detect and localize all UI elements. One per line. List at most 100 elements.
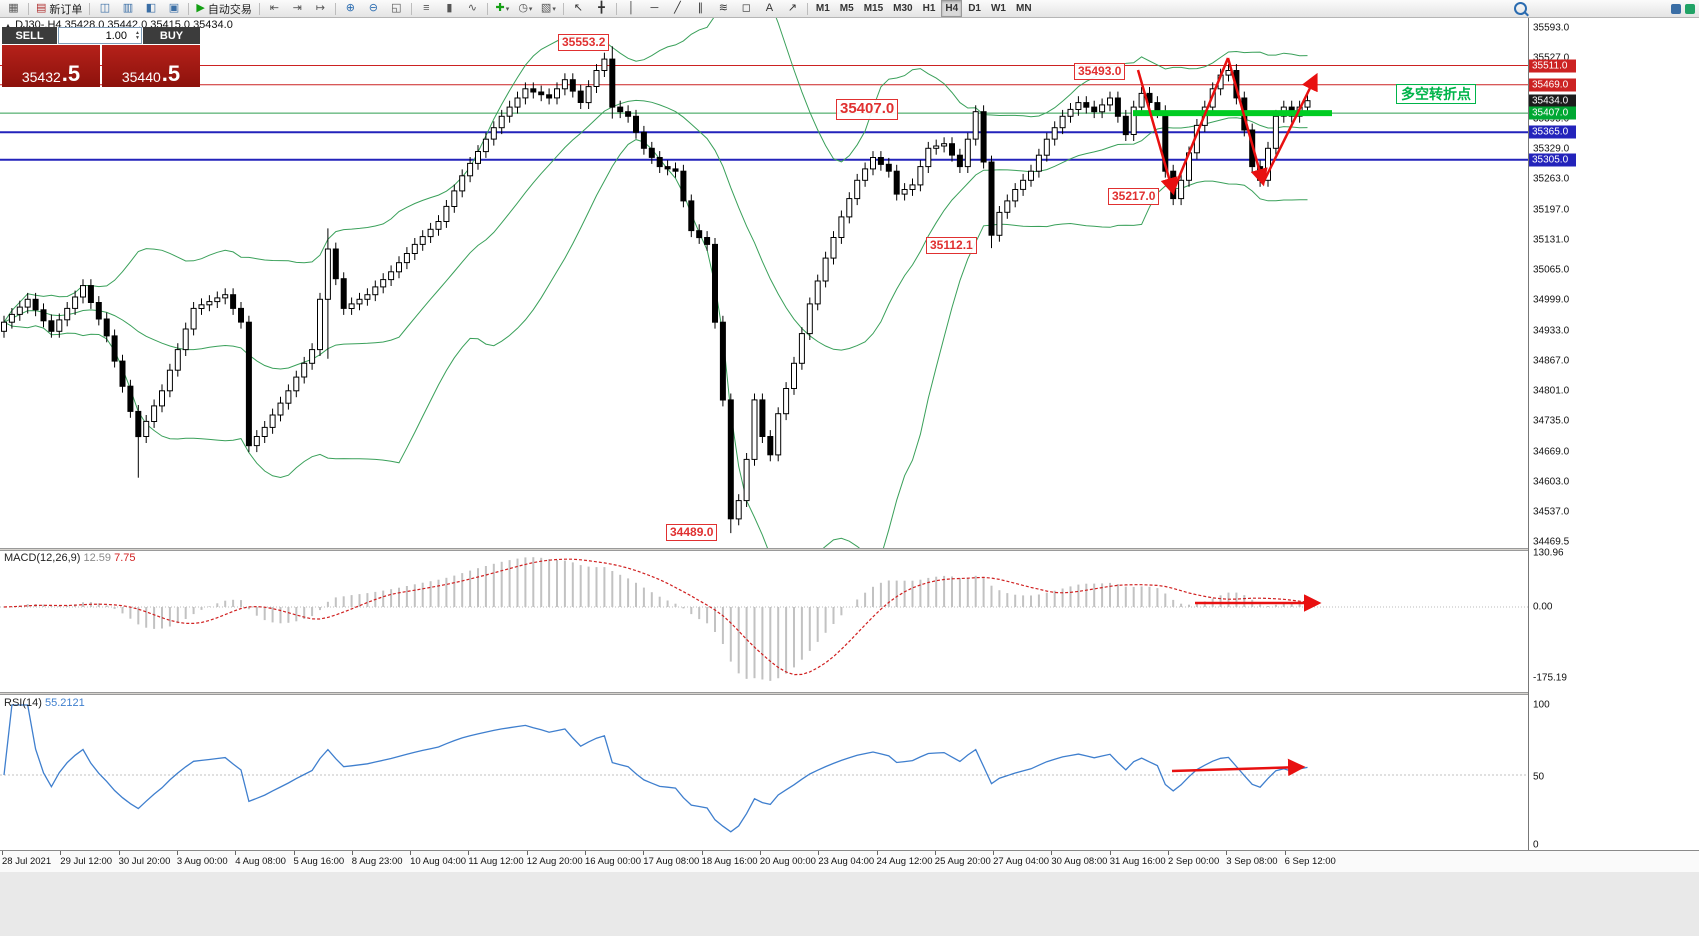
timeframe-button-h1[interactable]: H1 [922, 3, 936, 14]
scroll-to-end-icon: ↦ [315, 2, 325, 14]
macd-indicator-canvas[interactable] [0, 551, 1528, 692]
fibonacci-icon[interactable]: ≋ [713, 0, 734, 17]
fibonacci-icon: ≋ [718, 2, 728, 14]
timeframe-button-m30[interactable]: M30 [893, 3, 913, 14]
rsi-indicator-canvas[interactable] [0, 695, 1528, 850]
chart-shift-icon: ⇤ [269, 2, 279, 14]
horizontal-line-icon[interactable]: ─ [644, 0, 665, 17]
auto-scroll-icon[interactable]: ⇥ [287, 0, 308, 17]
timeframe-button-h4[interactable]: H4 [941, 0, 963, 17]
time-axis-label: 18 Aug 16:00 [701, 856, 758, 867]
sell-price-button[interactable]: 35432 .5 [2, 45, 100, 87]
time-axis[interactable]: 28 Jul 2021 29 Jul 12:00 30 Jul 20:00 3 Aug… [0, 850, 1699, 872]
tile-windows-icon[interactable]: ◱ [386, 0, 407, 17]
toolbar-right-cluster [1514, 2, 1699, 15]
trendline-icon[interactable]: ╱ [667, 0, 688, 17]
price-axis-label: 35065.0 [1533, 264, 1570, 276]
sell-price-main: 35432 [21, 69, 61, 85]
templates-icon: ▧ [540, 2, 552, 14]
quick-search-icon[interactable] [1514, 2, 1527, 15]
vertical-line-icon[interactable]: │ [621, 0, 642, 17]
zoom-out-icon: ⊖ [368, 2, 378, 14]
timeframe-button-m5[interactable]: M5 [839, 3, 854, 14]
data-window-icon[interactable]: ▥ [117, 0, 138, 17]
text-label-icon: A [765, 2, 774, 14]
time-axis-label: 29 Jul 12:00 [60, 856, 113, 867]
time-axis-label: 12 Aug 20:00 [526, 856, 583, 867]
volume-spinner[interactable]: ▲ ▼ [135, 29, 140, 41]
toolbar-separator [258, 2, 260, 15]
price-axis[interactable]: 35593.035527.035461.035395.035329.035263… [1528, 17, 1699, 851]
navigator-icon[interactable]: ◧ [140, 0, 161, 17]
market-watch-icon[interactable]: ◫ [94, 0, 115, 17]
volume-value[interactable]: 1.00 [105, 29, 127, 42]
line-chart-icon[interactable]: ∿ [462, 0, 483, 17]
rsi-scale-label: 50 [1533, 771, 1545, 783]
text-label-icon[interactable]: A [759, 0, 780, 17]
time-axis-label: 30 Aug 08:00 [1051, 856, 1108, 867]
candlestick-chart-icon[interactable]: ▮ [439, 0, 460, 17]
zoom-in-icon[interactable]: ⊕ [340, 0, 361, 17]
price-chart-canvas[interactable] [0, 17, 1528, 548]
chart-shift-icon[interactable]: ⇤ [264, 0, 285, 17]
templates-icon[interactable]: ▧ ▾ [538, 0, 559, 17]
time-axis-tick [585, 851, 586, 855]
time-axis-label: 5 Aug 16:00 [293, 856, 345, 867]
price-line-axis-label: 35434.0 [1529, 94, 1576, 108]
panel-separator[interactable] [0, 548, 1699, 551]
time-axis-label: 24 Aug 12:00 [876, 856, 933, 867]
rsi-value: 55.2121 [44, 697, 85, 709]
add-indicator-icon[interactable]: ✚ ▾ [492, 0, 513, 17]
periods-icon[interactable]: ◷ ▾ [515, 0, 536, 17]
macd-scale-label: 0.00 [1533, 601, 1553, 613]
price-line-axis-label: 35305.0 [1529, 153, 1576, 167]
price-axis-label: 34537.0 [1533, 506, 1570, 518]
zoom-out-icon[interactable]: ⊖ [363, 0, 384, 17]
macd-signal-value: 7.75 [114, 552, 136, 564]
panel-separator[interactable] [0, 692, 1699, 695]
timeframe-button-w1[interactable]: W1 [990, 3, 1006, 14]
time-axis-label: 3 Aug 00:00 [176, 856, 228, 867]
time-axis-tick [176, 851, 178, 855]
rsi-scale-label: 0 [1533, 839, 1539, 851]
arrow-tools-icon[interactable]: ↗ [782, 0, 803, 17]
horizontal-line-icon: ─ [650, 2, 659, 14]
equidistant-channel-icon[interactable]: ∥ [690, 0, 711, 17]
timeframe-button-d1[interactable]: D1 [968, 3, 981, 14]
toolbar-separator [28, 2, 29, 15]
time-axis-label: 10 Aug 04:00 [410, 856, 467, 867]
templates-icon-caret: ▾ [552, 5, 556, 13]
macd-name: MACD(12,26,9) [4, 552, 81, 564]
auto-trading-button[interactable]: ▶ 自动交易 [193, 0, 254, 17]
time-axis-label: 2 Sep 00:00 [1168, 856, 1220, 867]
buy-button[interactable]: BUY [143, 27, 200, 44]
time-axis-label: 6 Sep 12:00 [1284, 856, 1336, 867]
volume-input[interactable]: 1.00 ▲ ▼ [58, 27, 142, 44]
new-chart-icon[interactable]: ▦ [3, 0, 24, 17]
cursor-icon[interactable]: ↖ [568, 0, 589, 17]
timeframe-button-mn[interactable]: MN [1015, 3, 1032, 14]
new-order-button[interactable]: ▤ 新订单 [33, 0, 85, 17]
toolbar-separator [188, 2, 190, 15]
terminal-icon[interactable]: ▣ [163, 0, 184, 17]
macd-scale-label: -175.19 [1533, 672, 1567, 684]
bar-chart-icon: ≡ [423, 2, 430, 14]
window-control-icon[interactable] [1671, 3, 1681, 14]
timeframe-button-m15[interactable]: M15 [863, 3, 884, 14]
scroll-to-end-icon[interactable]: ↦ [310, 0, 331, 17]
crosshair-icon[interactable]: ╋ [591, 0, 612, 17]
price-axis-label: 35197.0 [1533, 204, 1570, 215]
time-axis-tick [1168, 851, 1169, 855]
shapes-icon[interactable]: ◻ [736, 0, 757, 17]
time-axis-label: 3 Sep 08:00 [1226, 856, 1278, 867]
toolbar-separator [806, 2, 808, 15]
connection-status-icon [1685, 3, 1695, 14]
cursor-icon: ↖ [573, 2, 583, 14]
buy-price-button[interactable]: 35440 .5 [102, 45, 200, 87]
toolbar-separator [562, 2, 564, 15]
bar-chart-icon[interactable]: ≡ [416, 0, 437, 17]
time-axis-tick [1284, 851, 1286, 855]
sell-button[interactable]: SELL [2, 27, 57, 44]
timeframe-button-m1[interactable]: M1 [815, 3, 830, 14]
